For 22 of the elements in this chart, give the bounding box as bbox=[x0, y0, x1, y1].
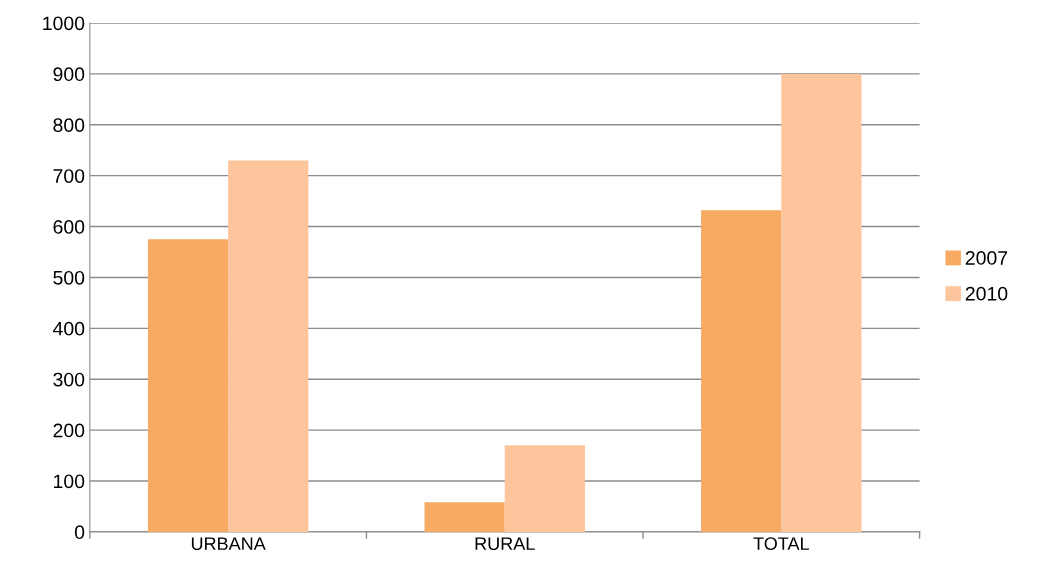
bar bbox=[781, 73, 862, 532]
bar bbox=[424, 502, 505, 532]
y-tick-label: 500 bbox=[53, 270, 85, 285]
y-tick-label: 600 bbox=[53, 220, 85, 234]
y-tick-label: 1000 bbox=[43, 16, 85, 31]
bar bbox=[147, 239, 229, 532]
x-tick-label: RURAL bbox=[475, 537, 535, 550]
bar bbox=[504, 445, 585, 532]
y-tick-label: 800 bbox=[53, 118, 85, 133]
bar bbox=[228, 160, 309, 532]
y-tick-label: 200 bbox=[53, 423, 85, 438]
legend-label: 2007 bbox=[965, 251, 1008, 265]
x-tick-label: URBANA bbox=[191, 537, 266, 550]
bar bbox=[701, 210, 782, 532]
y-tick-label: 400 bbox=[52, 321, 85, 336]
y-tick-label: 100 bbox=[54, 474, 85, 489]
x-tick-label: TOTAL bbox=[753, 537, 809, 550]
y-tick-label: 300 bbox=[53, 372, 85, 387]
y-tick-label: 900 bbox=[53, 67, 85, 82]
y-tick-label: 0 bbox=[74, 525, 85, 540]
y-tick-label: 700 bbox=[53, 169, 85, 183]
legend-label: 2010 bbox=[965, 286, 1008, 301]
